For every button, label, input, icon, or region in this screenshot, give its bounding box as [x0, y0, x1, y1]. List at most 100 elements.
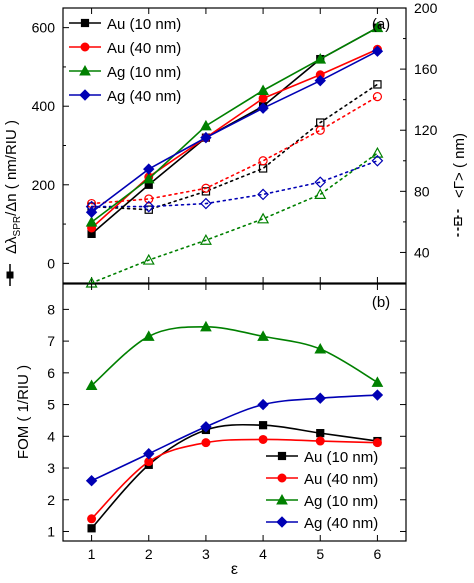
panel-a-legend-label: Ag (10 nm): [107, 64, 181, 81]
panel-b-series-2-line: [91, 326, 378, 387]
panel-b-xaxis-tick-label: 3: [202, 546, 210, 562]
panel-b-legend-marker: [277, 451, 287, 461]
panel-a-right-series-2-point: [199, 233, 212, 245]
panel-b-series-3-line: [91, 394, 378, 482]
panel-a-right-series-0-line: [90, 83, 379, 211]
panel-a-yaxis-tick-label: 0: [47, 255, 55, 271]
panel-a-right-series-1-line: [90, 95, 379, 205]
panel-b-series-0-point: [316, 429, 325, 438]
panel-a-legend-marker: [80, 42, 90, 52]
panel-a-y2axis-tick-label: 40: [414, 244, 430, 260]
panel-a-right-series-3-point: [200, 197, 212, 210]
panel-a-legend-marker: [80, 18, 90, 28]
panel-b-xaxis-tick-label: 1: [88, 546, 96, 562]
panel-a-right-series-3-point: [371, 154, 384, 167]
panel-b-legend-label: Ag (10 nm): [304, 493, 378, 510]
panel-a-legend-marker: [79, 64, 91, 76]
panel-a-series-3-point: [257, 102, 269, 114]
panel-b-legend-marker: [277, 473, 287, 483]
panel-b-yaxis-tick-label: 3: [47, 460, 55, 476]
panel-a-ylabel-key-marker: [6, 271, 14, 279]
panel-b-series-3-point: [371, 389, 384, 401]
panel-b-legend-label: Au (40 nm): [304, 471, 378, 488]
panel-a-yaxis-tick-label: 600: [32, 20, 56, 36]
panel-a-series-2-point: [142, 172, 155, 184]
panel-a-series-0-line: [91, 26, 378, 235]
panel-a-right-series-1-point: [258, 156, 268, 166]
panel-a-y2label-key-marker: [453, 217, 463, 226]
panel-a-yaxis-tick-label: 200: [32, 177, 56, 193]
panel-a-right-series-1-point: [201, 183, 211, 193]
panel-b-yaxis-tick-label: 1: [47, 523, 55, 539]
panel-b-series-1-point: [315, 436, 325, 446]
panel-b-legend-label: Ag (40 nm): [304, 515, 378, 532]
panel-a-right-series-2-point: [142, 253, 155, 265]
panel-a-right-series-1-point: [144, 194, 154, 204]
panel-b-xaxis-tick-label: 2: [145, 546, 153, 562]
panel-a-right-series-3-point: [142, 200, 155, 213]
panel-b-yaxis-tick-label: 2: [47, 492, 55, 508]
panel-b: 1 2 3 4 5 6 7 8 1 2 3 4 5 6 (b) Au (10 nm) Au (40 nm) Ag …: [15, 283, 407, 578]
panel-a-series-2-point: [314, 53, 327, 64]
panel-b-yaxis-tick-label: 8: [47, 301, 55, 317]
panel-b-legend-marker: [276, 516, 288, 528]
panel-a-series-3-point: [371, 45, 384, 57]
panel-b-series-3-point: [143, 448, 155, 460]
panel-b-series-3-point: [85, 475, 98, 487]
panel-b-legend: Au (10 nm) Au (40 nm) Ag (10 nm) Ag (40 nm): [266, 449, 378, 532]
panel-a-series-3-point: [143, 163, 155, 175]
panel-a-series-3-point: [85, 206, 98, 218]
panel-b-legend-label: Au (10 nm): [304, 449, 378, 466]
panel-b-yaxis-tick-label: 5: [47, 397, 55, 413]
panel-b-series-3-point: [200, 421, 212, 433]
panel-b-series-1-point: [201, 438, 211, 448]
panel-a-right-series-3-point: [257, 188, 269, 201]
panel-a-legend-label: Ag (40 nm): [107, 88, 181, 105]
panel-b-xaxis-tick-label: 5: [316, 546, 324, 562]
panel-a-series-3-line: [91, 50, 378, 213]
panel-a-right-series-0-point: [144, 205, 153, 214]
panel-b-series-1-point: [372, 438, 382, 448]
panel-b-xlabel: ε: [231, 561, 238, 578]
panel-b-xaxis-tick-label: 6: [374, 546, 382, 562]
panel-b-xaxis-tick-label: 4: [259, 546, 267, 562]
panel-a-series-2-point: [200, 119, 212, 131]
panel-a-series-1-point: [258, 93, 268, 103]
panel-a-y2axis-tick-label: 200: [414, 0, 438, 16]
panel-b-series-2-point: [85, 379, 98, 391]
panel-a-right-series-2-line: [90, 152, 379, 284]
panel-a-legend-label: Au (10 nm): [107, 16, 181, 33]
panel-a-y2axis-tick-label: 160: [414, 61, 438, 77]
panel-b-yaxis-tick-label: 7: [47, 333, 55, 349]
panel-b-legend-marker: [276, 493, 288, 505]
panel-a-right-series-2-point: [257, 212, 270, 224]
panel-a-y2label-group: <Γ> ( nm): [451, 133, 468, 237]
panel-b-series-2-point: [142, 330, 155, 341]
panel-b-series-0-point: [258, 421, 268, 430]
panel-a-right-series-0-point: [373, 80, 382, 89]
panel-a-label: (a): [372, 16, 390, 33]
panel-b-series-1-point: [87, 514, 97, 524]
panel-a-legend-marker: [79, 89, 91, 101]
panel-b-series-2-point: [371, 376, 384, 387]
panel-b-series-2-point: [257, 330, 269, 341]
panel-a-series-3-point: [200, 131, 212, 144]
panel-a-y2axis-tick-label: 120: [414, 122, 438, 138]
panel-a-yaxis-tick-label: 400: [32, 98, 56, 114]
panel-a-right-series-3-point: [314, 176, 327, 189]
panel-a-series-2-line: [91, 26, 378, 223]
panel-a-legend: Au (10 nm) Au (40 nm) Ag (10 nm) Ag (40 nm): [69, 16, 181, 105]
panel-b-series-3-point: [257, 398, 269, 411]
panel-a-right-series-1-point: [315, 125, 325, 135]
panel-b-ylabel: FOM ( 1/RIU ): [15, 365, 32, 459]
panel-a-series-2-point: [257, 84, 269, 95]
panel-a-right-series-1-point: [372, 92, 383, 102]
panel-b-frame: [62, 283, 407, 542]
panel-a-right-series-2-point: [314, 188, 327, 199]
panel-a-right-series-2-point: [371, 146, 384, 158]
panel-b-series-0-point: [87, 524, 96, 533]
panel-a-series-2-point: [371, 21, 384, 33]
panel-a-ylabel: ΔλSPR/Δn ( nm/RIU ): [3, 120, 23, 254]
